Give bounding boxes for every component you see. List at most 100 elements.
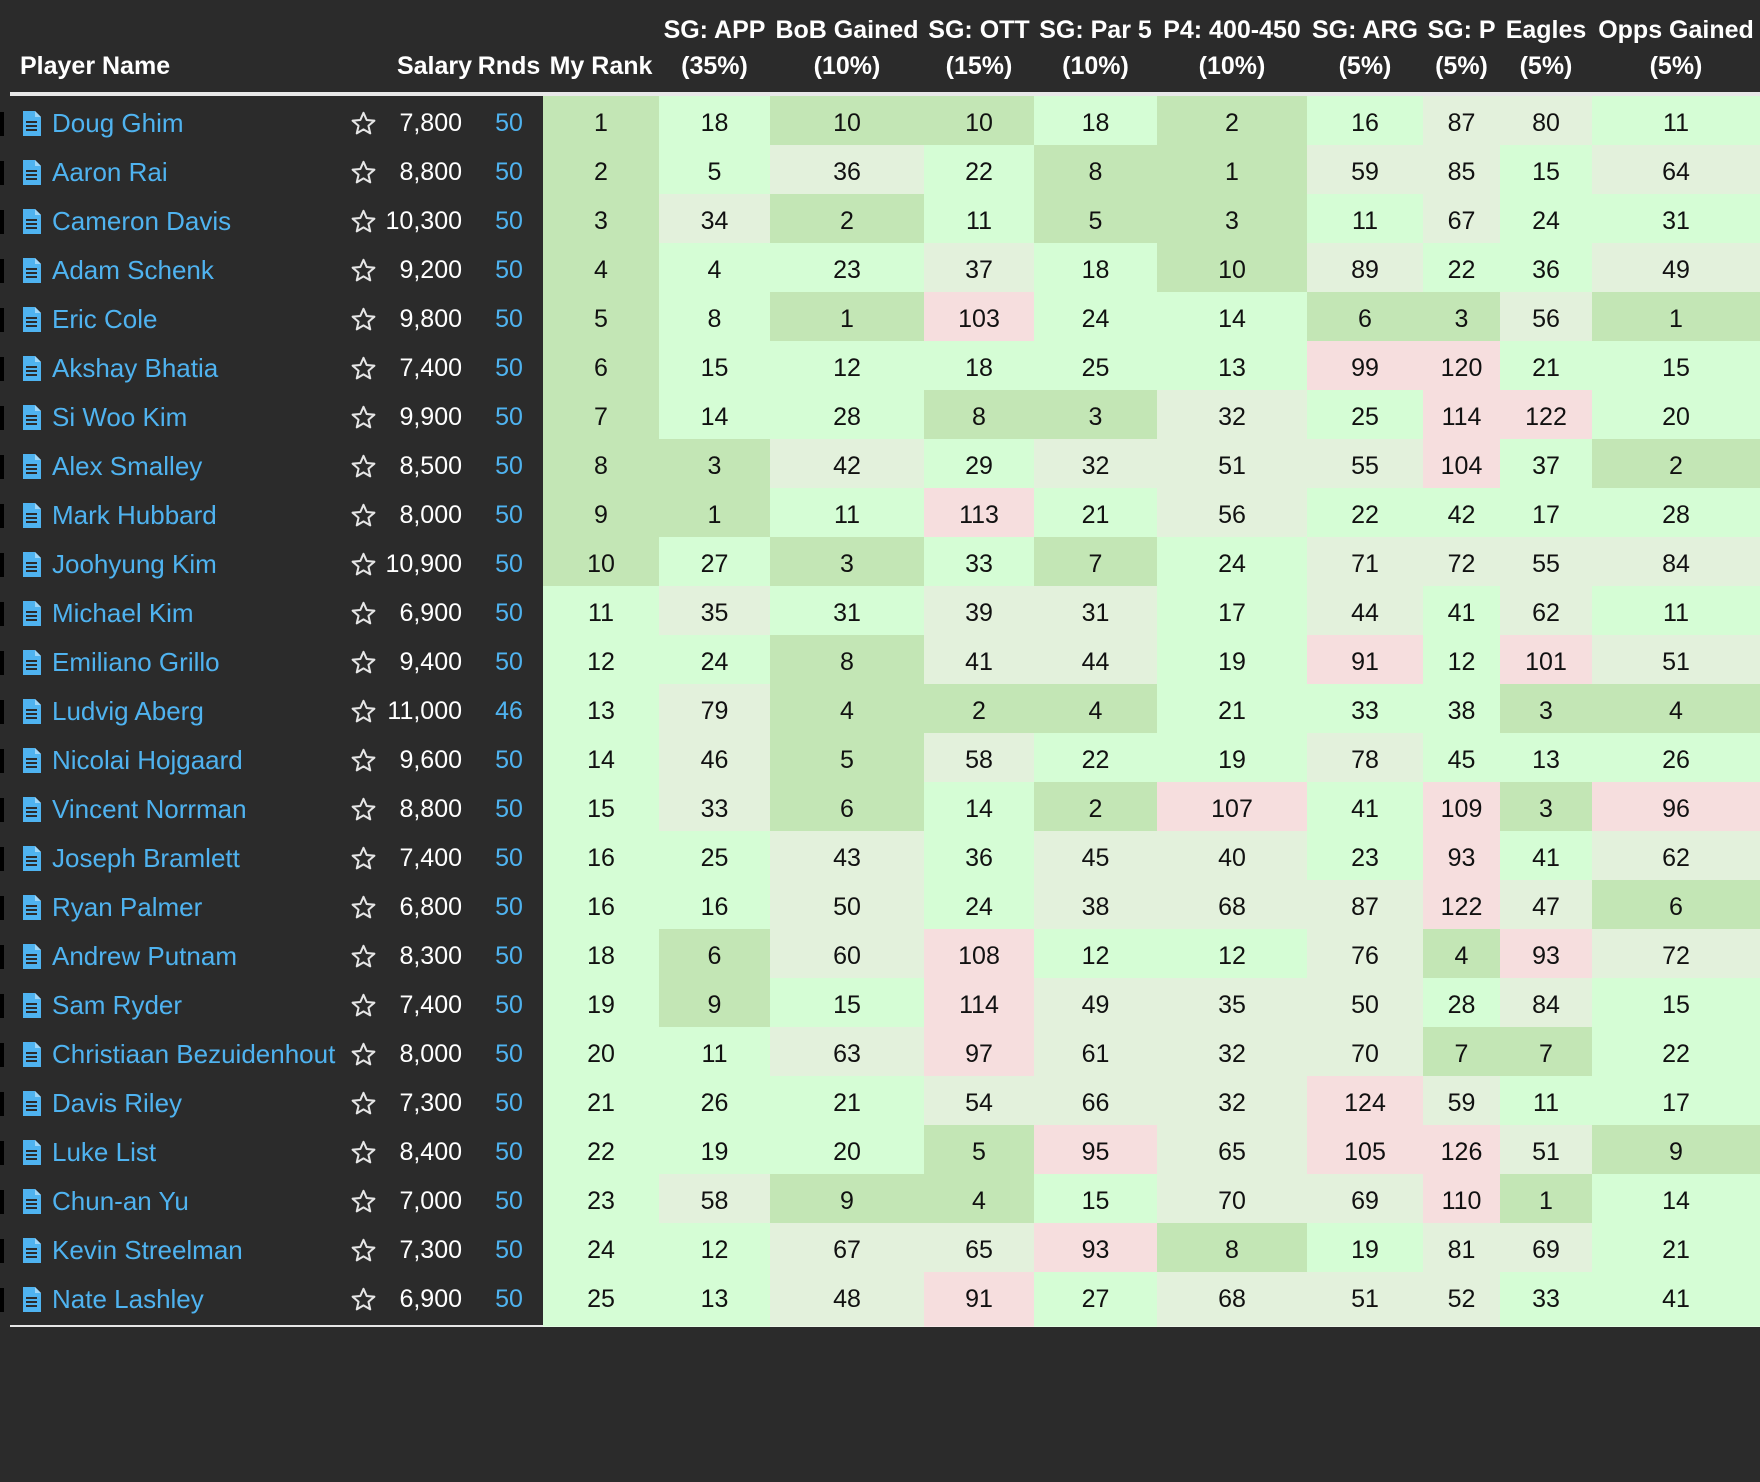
player-name-link[interactable]: Alex Smalley — [52, 451, 203, 481]
star-outline-icon[interactable] — [350, 992, 377, 1019]
player-name-link[interactable]: Joohyung Kim — [52, 549, 217, 579]
star-outline-icon[interactable] — [350, 747, 377, 774]
star-outline-icon[interactable] — [350, 404, 377, 431]
document-icon[interactable] — [20, 1090, 44, 1117]
star-outline-icon[interactable] — [350, 600, 377, 627]
star-outline-icon[interactable] — [350, 1188, 377, 1215]
table-row[interactable]: Davis Riley 7,300 50 21 26 21 54 66 32 124 59 11 17 — [0, 1076, 1760, 1131]
document-icon[interactable] — [20, 551, 44, 578]
document-icon[interactable] — [20, 159, 44, 186]
star-outline-icon[interactable] — [350, 1041, 377, 1068]
header-stat-1[interactable]: BoB Gained (10%) — [775, 16, 919, 80]
star-outline-icon[interactable] — [350, 1090, 377, 1117]
table-row[interactable]: Nate Lashley 6,900 50 25 13 48 91 27 68 51 52 33 41 — [0, 1272, 1760, 1327]
header-stat-0[interactable]: SG: APP (35%) — [663, 16, 766, 80]
table-row[interactable]: Cameron Davis 10,300 50 3 34 2 11 5 3 11 67 24 31 — [0, 194, 1760, 249]
document-icon[interactable] — [20, 306, 44, 333]
table-row[interactable]: Aaron Rai 8,800 50 2 5 36 22 8 1 59 85 15 64 — [0, 145, 1760, 200]
player-name-link[interactable]: Mark Hubbard — [52, 500, 217, 530]
table-row[interactable]: Ryan Palmer 6,800 50 16 16 50 24 38 68 87 122 47 6 — [0, 880, 1760, 935]
player-name-link[interactable]: Andrew Putnam — [52, 941, 237, 971]
table-row[interactable]: Si Woo Kim 9,900 50 7 14 28 8 3 32 25 114 122 20 — [0, 390, 1760, 445]
player-name-link[interactable]: Doug Ghim — [52, 108, 184, 138]
star-outline-icon[interactable] — [350, 208, 377, 235]
header-stat-8[interactable]: Opps Gained (5%) — [1598, 16, 1754, 80]
table-row[interactable]: Doug Ghim 7,800 50 1 18 10 10 18 2 16 87 80 11 — [0, 96, 1760, 151]
header-stat-2[interactable]: SG: OTT (15%) — [928, 16, 1030, 80]
document-icon[interactable] — [20, 1237, 44, 1264]
document-icon[interactable] — [20, 649, 44, 676]
document-icon[interactable] — [20, 894, 44, 921]
player-name-link[interactable]: Cameron Davis — [52, 206, 232, 236]
table-row[interactable]: Kevin Streelman 7,300 50 24 12 67 65 93 8 19 81 69 2… — [0, 1223, 1760, 1278]
document-icon[interactable] — [20, 796, 44, 823]
table-row[interactable]: Chun-an Yu 7,000 50 23 58 9 4 15 70 69 110 1 14 — [0, 1174, 1760, 1229]
star-outline-icon[interactable] — [350, 159, 377, 186]
star-outline-icon[interactable] — [350, 110, 377, 137]
player-name-link[interactable]: Kevin Streelman — [52, 1235, 243, 1265]
document-icon[interactable] — [20, 257, 44, 284]
star-outline-icon[interactable] — [350, 698, 377, 725]
table-row[interactable]: Andrew Putnam 8,300 50 18 6 60 108 12 12 76 4 93 72 — [0, 929, 1760, 984]
document-icon[interactable] — [20, 1139, 44, 1166]
star-outline-icon[interactable] — [350, 502, 377, 529]
document-icon[interactable] — [20, 600, 44, 627]
table-row[interactable]: Emiliano Grillo 9,400 50 12 24 8 41 44 19 91 12 101… — [0, 635, 1760, 690]
star-outline-icon[interactable] — [350, 796, 377, 823]
document-icon[interactable] — [20, 1286, 44, 1313]
table-row[interactable]: Sam Ryder 7,400 50 19 9 15 114 49 35 50 28 84 15 — [0, 978, 1760, 1033]
star-outline-icon[interactable] — [350, 943, 377, 970]
star-outline-icon[interactable] — [350, 649, 377, 676]
document-icon[interactable] — [20, 502, 44, 529]
star-outline-icon[interactable] — [350, 1139, 377, 1166]
document-icon[interactable] — [20, 404, 44, 431]
header-stat-7[interactable]: Eagles (5%) — [1505, 16, 1587, 80]
table-row[interactable]: Vincent Norrman 8,800 50 15 33 6 14 2 107 41 109 3 9… — [0, 782, 1760, 837]
document-icon[interactable] — [20, 943, 44, 970]
player-name-link[interactable]: Nicolai Hojgaard — [52, 745, 243, 775]
header-stat-6[interactable]: SG: P (5%) — [1427, 16, 1496, 80]
document-icon[interactable] — [20, 698, 44, 725]
header-player-name[interactable]: Player Name — [20, 52, 171, 80]
player-name-link[interactable]: Ludvig Aberg — [52, 696, 204, 726]
star-outline-icon[interactable] — [350, 1286, 377, 1313]
document-icon[interactable] — [20, 845, 44, 872]
table-row[interactable]: Joseph Bramlett 7,400 50 16 25 43 36 45 40 23 93 41… — [0, 831, 1760, 886]
player-name-link[interactable]: Davis Riley — [52, 1088, 183, 1118]
table-row[interactable]: Alex Smalley 8,500 50 8 3 42 29 32 51 55 104 37 2 — [0, 439, 1760, 494]
document-icon[interactable] — [20, 355, 44, 382]
table-row[interactable]: Adam Schenk 9,200 50 4 4 23 37 18 10 89 22 36 49 — [0, 243, 1760, 298]
star-outline-icon[interactable] — [350, 894, 377, 921]
table-row[interactable]: Mark Hubbard 8,000 50 9 1 11 113 21 56 22 42 17 28 — [0, 488, 1760, 543]
document-icon[interactable] — [20, 1188, 44, 1215]
table-row[interactable]: Ludvig Aberg 11,000 46 13 79 4 2 4 21 33 38 3 4 — [0, 684, 1760, 739]
player-name-link[interactable]: Christiaan Bezuidenhout — [52, 1039, 336, 1069]
header-salary[interactable]: Salary — [396, 52, 472, 80]
star-outline-icon[interactable] — [350, 306, 377, 333]
player-name-link[interactable]: Si Woo Kim — [52, 402, 188, 432]
document-icon[interactable] — [20, 1041, 44, 1068]
table-row[interactable]: Nicolai Hojgaard 9,600 50 14 46 5 58 22 19 78 45 13… — [0, 733, 1760, 788]
player-name-link[interactable]: Nate Lashley — [52, 1284, 204, 1314]
player-name-link[interactable]: Joseph Bramlett — [52, 843, 240, 873]
player-name-link[interactable]: Adam Schenk — [52, 255, 214, 285]
document-icon[interactable] — [20, 110, 44, 137]
table-row[interactable]: Akshay Bhatia 7,400 50 6 15 12 18 25 13 99 120 21 15 — [0, 341, 1760, 396]
document-icon[interactable] — [20, 208, 44, 235]
header-my-rank[interactable]: My Rank — [549, 52, 653, 80]
star-outline-icon[interactable] — [350, 453, 377, 480]
star-outline-icon[interactable] — [350, 1237, 377, 1264]
table-row[interactable]: Eric Cole 9,800 50 5 8 1 103 24 14 6 3 56 1 — [0, 292, 1760, 347]
table-row[interactable]: Michael Kim 6,900 50 11 35 31 39 31 17 44 41 62 11 — [0, 586, 1760, 641]
player-name-link[interactable]: Sam Ryder — [52, 990, 183, 1020]
player-name-link[interactable]: Emiliano Grillo — [52, 647, 220, 677]
document-icon[interactable] — [20, 747, 44, 774]
star-outline-icon[interactable] — [350, 845, 377, 872]
player-name-link[interactable]: Chun-an Yu — [52, 1186, 189, 1216]
header-rnds[interactable]: Rnds — [477, 52, 541, 80]
table-row[interactable]: Luke List 8,400 50 22 19 20 5 95 65 105 126 51 9 — [0, 1125, 1760, 1180]
header-stat-5[interactable]: SG: ARG (5%) — [1311, 16, 1419, 80]
table-row[interactable]: Joohyung Kim 10,900 50 10 27 3 33 7 24 71 72 55 84 — [0, 537, 1760, 592]
table-row[interactable]: Christiaan Bezuidenhout 8,000 50 20 11 63 97 61… — [0, 1027, 1760, 1082]
player-name-link[interactable]: Akshay Bhatia — [52, 353, 219, 383]
